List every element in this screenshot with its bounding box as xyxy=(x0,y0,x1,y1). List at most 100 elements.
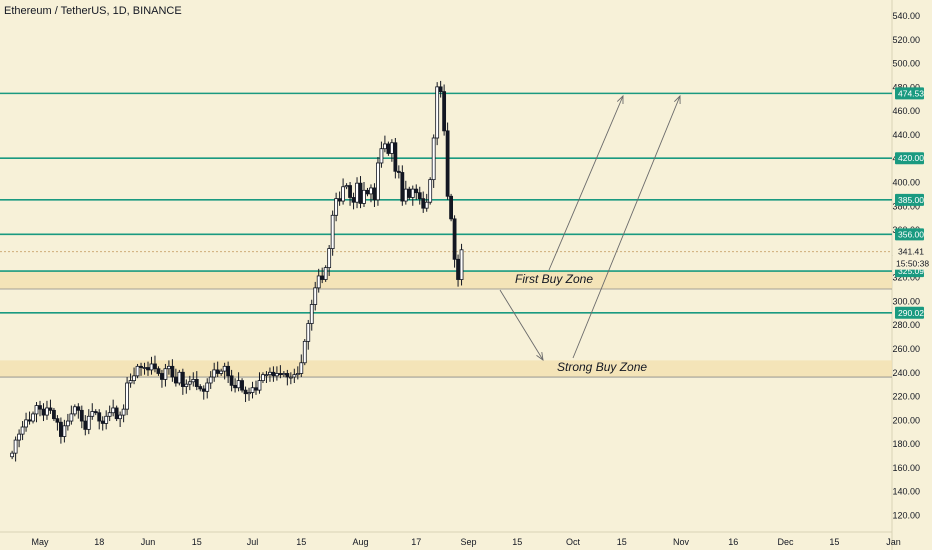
candle xyxy=(187,375,192,391)
candle-body xyxy=(52,409,56,420)
arrow-strong-zone-target-head xyxy=(674,94,681,105)
candle-body xyxy=(76,406,81,411)
candle-body xyxy=(410,188,415,198)
candle-body xyxy=(337,198,342,202)
candle-body xyxy=(275,373,279,377)
candle-body xyxy=(452,218,457,260)
candle-body xyxy=(132,375,136,382)
x-tick-label: 15 xyxy=(829,537,839,547)
candle-body xyxy=(139,365,143,368)
candle-body xyxy=(38,405,42,410)
candle xyxy=(128,373,133,388)
candle xyxy=(173,368,178,387)
candle-body xyxy=(107,412,112,417)
candle xyxy=(107,405,112,422)
candle xyxy=(449,193,453,222)
candle-body xyxy=(445,130,450,197)
y-tick-label: 160.00 xyxy=(892,463,920,473)
candle xyxy=(295,366,300,380)
candle xyxy=(337,191,342,206)
y-tick-label: 220.00 xyxy=(892,392,920,402)
candle-body xyxy=(285,373,290,378)
candle-body xyxy=(233,384,237,389)
candle-body xyxy=(268,371,272,376)
symbol-title: Ethereum / TetherUS, 1D, BINANCE xyxy=(4,5,182,17)
price-badge-text: 474.53 xyxy=(898,88,924,98)
price-badge: 290.02 xyxy=(895,306,924,319)
candle xyxy=(369,184,373,203)
candle-body xyxy=(13,439,18,454)
candle xyxy=(281,371,286,378)
candle-body xyxy=(292,374,297,378)
candle xyxy=(327,245,332,276)
candle xyxy=(83,415,88,436)
candle-body xyxy=(449,195,453,220)
candle-body xyxy=(271,371,276,377)
candle-body xyxy=(383,143,387,150)
candle-body xyxy=(83,420,88,430)
candle-body xyxy=(376,162,380,201)
candle xyxy=(410,185,415,206)
candle-body xyxy=(215,369,220,374)
candle-body xyxy=(372,187,377,201)
candle xyxy=(383,135,387,153)
candle xyxy=(379,141,384,168)
x-tick-label: Jun xyxy=(141,537,156,547)
candle xyxy=(456,254,460,287)
arrow-first-zone-target-head xyxy=(616,94,624,105)
candles xyxy=(10,80,464,462)
candle-body xyxy=(212,369,217,378)
candle xyxy=(52,407,56,422)
candle-body xyxy=(104,415,109,424)
candle-body xyxy=(173,376,178,384)
candle xyxy=(121,404,126,423)
price-badge-bg xyxy=(895,152,924,165)
candle xyxy=(226,361,231,383)
y-tick-label: 500.00 xyxy=(892,59,920,69)
candle xyxy=(177,369,182,386)
candle-body xyxy=(250,387,255,393)
candle-body xyxy=(128,380,133,384)
candle xyxy=(414,184,419,200)
candle xyxy=(62,419,67,443)
x-tick-label: 15 xyxy=(296,537,306,547)
candle-body xyxy=(323,267,328,280)
candle xyxy=(111,399,116,417)
candle-body xyxy=(299,362,304,374)
candle xyxy=(365,187,370,197)
candle xyxy=(407,186,412,200)
candle-body xyxy=(414,188,419,194)
candle-body xyxy=(191,379,196,383)
candle xyxy=(417,186,422,205)
candle xyxy=(309,299,314,331)
candle-body xyxy=(208,376,213,384)
candle xyxy=(236,372,241,392)
candle-body xyxy=(288,376,293,379)
candle-body xyxy=(424,201,429,209)
candle xyxy=(146,361,150,376)
candle-body xyxy=(309,304,314,324)
candle-body xyxy=(407,188,412,198)
candle xyxy=(376,157,380,206)
x-tick-label: May xyxy=(31,537,49,547)
candle xyxy=(212,362,217,382)
candle-body xyxy=(180,371,185,387)
candle-body xyxy=(306,323,311,342)
candle xyxy=(222,362,227,380)
y-tick-label: 260.00 xyxy=(892,344,920,354)
candle xyxy=(348,182,352,206)
price-badge-text: 325.09 xyxy=(898,266,924,276)
candle-body xyxy=(396,170,401,173)
candle xyxy=(198,384,203,392)
price-badge: 474.53 xyxy=(895,87,924,100)
candle-body xyxy=(247,392,251,395)
candle xyxy=(45,400,49,420)
candle xyxy=(323,265,328,282)
candle-body xyxy=(355,182,359,203)
candle xyxy=(424,193,429,212)
candle xyxy=(421,191,426,213)
candle xyxy=(268,367,272,382)
arrow-to-strong-zone-head xyxy=(536,352,544,361)
